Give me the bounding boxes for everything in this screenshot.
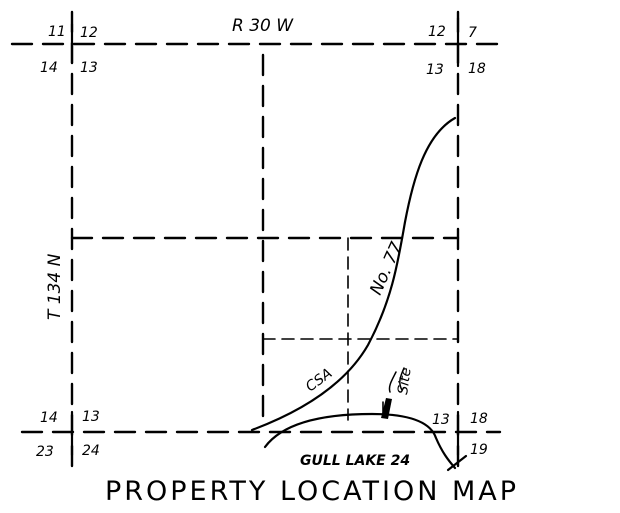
section-number: 11 xyxy=(48,24,66,40)
site-marker xyxy=(381,398,392,419)
site-label: Site xyxy=(395,367,415,396)
section-number: 18 xyxy=(468,61,486,77)
section-number: 14 xyxy=(40,60,58,76)
section-number: 13 xyxy=(426,62,444,78)
township-label: T 134 N xyxy=(45,253,65,320)
gull-lake-shoreline xyxy=(263,412,457,470)
lake-label: GULL LAKE 24 xyxy=(300,453,410,469)
section-number: 12 xyxy=(428,24,446,40)
section-number: 13 xyxy=(80,60,98,76)
section-numbers-top-right: 12 7 13 18 xyxy=(426,24,486,78)
section-number: 14 xyxy=(40,410,58,426)
corner-ticks xyxy=(70,16,460,457)
highway-label: No. 77 xyxy=(366,239,407,298)
site-marker-stroke xyxy=(388,367,405,393)
section-numbers-bottom-right: 13 18 19 xyxy=(432,411,488,458)
section-number: 24 xyxy=(82,443,100,459)
highway-label-lower: CSA xyxy=(303,366,335,396)
lake-shore-tail xyxy=(446,454,468,472)
section-number: 23 xyxy=(36,444,54,460)
section-number: 12 xyxy=(80,25,98,41)
section-number: 18 xyxy=(470,411,488,427)
range-label: R 30 W xyxy=(232,16,294,36)
section-grid xyxy=(10,10,507,472)
section-number: 19 xyxy=(470,442,488,458)
section-number: 13 xyxy=(82,409,100,425)
highway-77-road xyxy=(250,116,457,432)
section-numbers-bottom-left: 14 13 23 24 xyxy=(36,409,100,460)
section-numbers-top-left: 11 12 14 13 xyxy=(40,24,98,76)
section-number: 7 xyxy=(468,25,477,41)
section-number: 13 xyxy=(432,412,450,428)
map-title: PROPERTY LOCATION MAP xyxy=(105,476,519,507)
